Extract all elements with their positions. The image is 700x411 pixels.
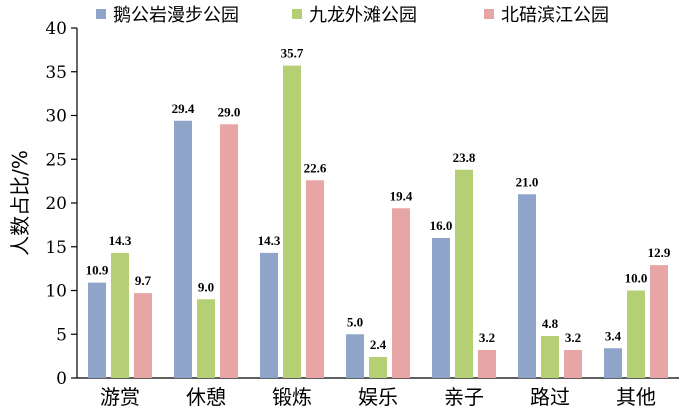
category-labels: 游赏 休憩 锻炼 娱乐 亲子 路过 其他 (100, 385, 656, 409)
bar (392, 208, 410, 378)
bar (260, 252, 278, 378)
bar (369, 357, 387, 378)
bars (88, 65, 668, 378)
x-tick-label: 亲子 (444, 385, 484, 409)
data-label: 22.6 (304, 160, 327, 175)
data-label: 9.0 (198, 279, 214, 294)
legend-label: 鹅公岩漫步公园 (113, 5, 239, 26)
data-label: 3.4 (605, 328, 622, 343)
legend: 鹅公岩漫步公园 九龙外滩公园 北碚滨江公园 (96, 5, 609, 26)
data-label: 14.3 (258, 233, 281, 248)
y-ticks: 0 5 10 15 20 25 30 35 40 (45, 19, 77, 389)
legend-swatch (292, 9, 302, 19)
bar (88, 282, 106, 378)
bar (134, 293, 152, 378)
y-tick-label: 20 (45, 194, 67, 214)
y-tick-label: 35 (45, 63, 67, 83)
y-tick-label: 25 (45, 150, 67, 170)
x-tick-label: 锻炼 (272, 385, 312, 409)
x-tick-label: 娱乐 (358, 385, 398, 409)
data-label: 10.0 (625, 271, 648, 286)
bar (564, 350, 582, 378)
y-axis-label: 人数占比/% (8, 150, 32, 256)
data-label: 10.9 (86, 263, 109, 278)
data-label: 5.0 (347, 314, 363, 329)
data-label: 3.2 (479, 330, 495, 345)
data-label: 4.8 (542, 316, 559, 331)
bar (111, 252, 129, 378)
bar (518, 194, 536, 378)
data-label: 35.7 (281, 46, 304, 61)
axes (76, 28, 679, 379)
bar (306, 180, 324, 378)
bar (174, 120, 192, 378)
data-label: 21.0 (516, 174, 539, 189)
x-tick-label: 其他 (616, 385, 656, 409)
legend-label: 北碚滨江公园 (501, 5, 609, 26)
y-tick-label: 40 (45, 19, 67, 39)
y-tick-label: 30 (45, 107, 67, 127)
data-label: 16.0 (430, 218, 453, 233)
bar (650, 265, 668, 378)
bar (455, 169, 473, 378)
bar (220, 124, 238, 378)
data-label: 12.9 (648, 245, 671, 260)
legend-swatch (96, 9, 106, 19)
legend-label: 九龙外滩公园 (309, 5, 417, 26)
bar (346, 334, 364, 378)
data-label: 29.0 (218, 104, 241, 119)
data-label: 9.7 (135, 273, 152, 288)
y-tick-label: 15 (45, 238, 67, 258)
bar (627, 290, 645, 378)
bar (478, 350, 496, 378)
data-label: 29.4 (172, 101, 195, 116)
bar (432, 238, 450, 378)
y-tick-label: 10 (45, 282, 67, 302)
x-tick-label: 游赏 (100, 385, 140, 409)
data-label: 2.4 (370, 337, 387, 352)
y-tick-label: 5 (56, 325, 67, 345)
x-tick-label: 休憩 (186, 385, 226, 409)
bar (197, 299, 215, 378)
data-label: 19.4 (390, 188, 413, 203)
data-label: 23.8 (453, 150, 476, 165)
x-tick-label: 路过 (530, 385, 570, 409)
y-tick-label: 0 (56, 369, 67, 389)
data-label: 3.2 (565, 330, 581, 345)
data-label: 14.3 (109, 233, 132, 248)
data-labels: 10.914.39.729.49.029.014.335.722.65.02.4… (86, 46, 671, 352)
legend-swatch (484, 9, 494, 19)
bar (604, 348, 622, 378)
bar (541, 336, 559, 378)
bar (283, 65, 301, 378)
